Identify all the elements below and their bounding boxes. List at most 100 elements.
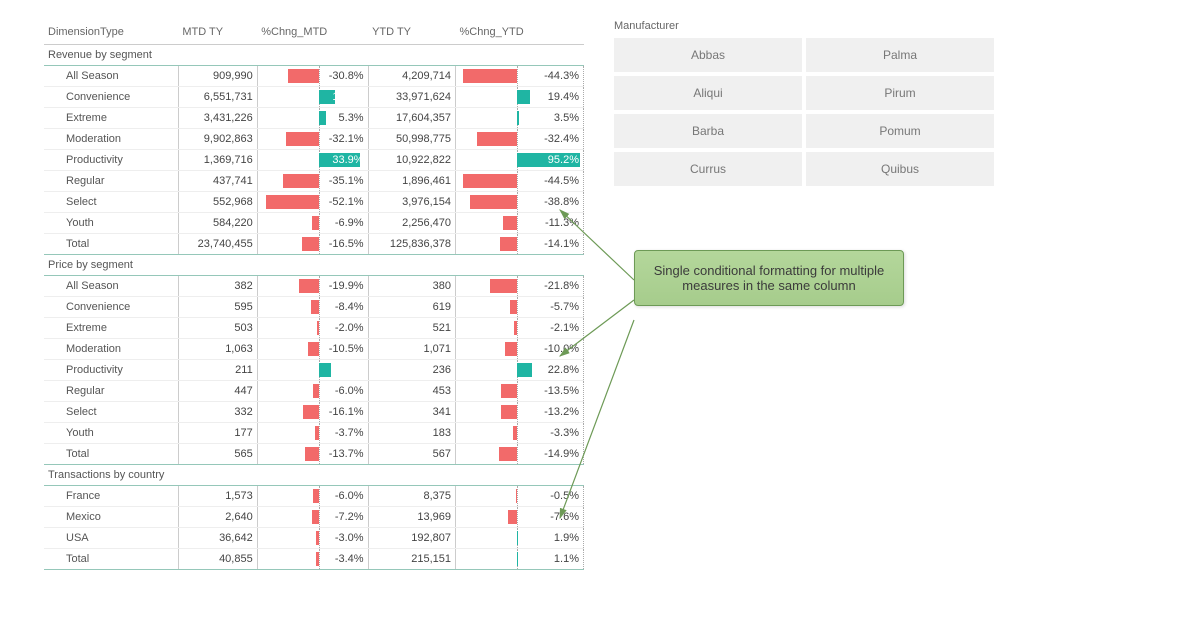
ytd-value: 380 (368, 276, 455, 297)
mtd-value: 36,642 (178, 528, 257, 549)
mtd-value: 1,063 (178, 339, 257, 360)
pct-bar-cell: -44.3% (456, 66, 584, 87)
table-row[interactable]: Youth584,220-6.9%2,256,470-11.3% (44, 213, 584, 234)
section-header-row[interactable]: Revenue by segment (44, 45, 584, 66)
pct-bar-cell: 95.2% (456, 150, 584, 171)
row-label: Youth (44, 213, 178, 234)
slicer-item[interactable]: Palma (806, 38, 994, 72)
table-row[interactable]: Total40,855-3.4%215,1511.1% (44, 549, 584, 570)
ytd-value: 1,071 (368, 339, 455, 360)
table-row[interactable]: Extreme503-2.0%521-2.1% (44, 318, 584, 339)
ytd-value: 183 (368, 423, 455, 444)
table-row[interactable]: Total565-13.7%567-14.9% (44, 444, 584, 465)
ytd-value: 567 (368, 444, 455, 465)
pct-bar-cell: -14.1% (456, 234, 584, 255)
mtd-value: 177 (178, 423, 257, 444)
slicer-item[interactable]: Barba (614, 114, 802, 148)
section-title: Revenue by segment (44, 45, 584, 66)
row-label: Regular (44, 171, 178, 192)
row-label: Total (44, 444, 178, 465)
table-row[interactable]: Productivity1,369,71633.9%10,922,82295.2… (44, 150, 584, 171)
table-row[interactable]: Total23,740,455-16.5%125,836,378-14.1% (44, 234, 584, 255)
slicer-item[interactable]: Currus (614, 152, 802, 186)
ytd-value: 125,836,378 (368, 234, 455, 255)
ytd-value: 8,375 (368, 486, 455, 507)
table-row[interactable]: All Season382-19.9%380-21.8% (44, 276, 584, 297)
pct-bar-cell: -6.9% (257, 213, 368, 234)
mtd-value: 584,220 (178, 213, 257, 234)
ytd-value: 33,971,624 (368, 87, 455, 108)
slicer-item[interactable]: Quibus (806, 152, 994, 186)
table-row[interactable]: Moderation1,063-10.5%1,071-10.0% (44, 339, 584, 360)
row-label: Productivity (44, 150, 178, 171)
ytd-value: 4,209,714 (368, 66, 455, 87)
col-header[interactable]: %Chng_MTD (257, 20, 368, 45)
table-row[interactable]: France1,573-6.0%8,375-0.5% (44, 486, 584, 507)
table-row[interactable]: Extreme3,431,2265.3%17,604,3573.5% (44, 108, 584, 129)
ytd-value: 17,604,357 (368, 108, 455, 129)
table-row[interactable]: Productivity2119.8%23622.8% (44, 360, 584, 381)
mtd-value: 40,855 (178, 549, 257, 570)
table-row[interactable]: Regular447-6.0%453-13.5% (44, 381, 584, 402)
mtd-value: 2,640 (178, 507, 257, 528)
ytd-value: 50,998,775 (368, 129, 455, 150)
col-header[interactable]: MTD TY (178, 20, 257, 45)
section-header-row[interactable]: Transactions by country (44, 465, 584, 486)
slicer-item[interactable]: Abbas (614, 38, 802, 72)
ytd-value: 215,151 (368, 549, 455, 570)
row-label: Convenience (44, 297, 178, 318)
table-row[interactable]: Select552,968-52.1%3,976,154-38.8% (44, 192, 584, 213)
col-header[interactable]: DimensionType (44, 20, 178, 45)
pct-bar-cell: 3.5% (456, 108, 584, 129)
ytd-value: 3,976,154 (368, 192, 455, 213)
pct-bar-cell: -13.5% (456, 381, 584, 402)
col-header[interactable]: YTD TY (368, 20, 455, 45)
pct-bar-cell: -3.3% (456, 423, 584, 444)
mtd-value: 6,551,731 (178, 87, 257, 108)
pct-bar-cell: 13.2% (257, 87, 368, 108)
table-row[interactable]: Mexico2,640-7.2%13,969-7.6% (44, 507, 584, 528)
slicer-item[interactable]: Pomum (806, 114, 994, 148)
slicer-item[interactable]: Aliqui (614, 76, 802, 110)
section-title: Transactions by country (44, 465, 584, 486)
pct-bar-cell: 19.4% (456, 87, 584, 108)
row-label: Regular (44, 381, 178, 402)
mtd-value: 23,740,455 (178, 234, 257, 255)
pct-bar-cell: -32.1% (257, 129, 368, 150)
table-row[interactable]: Youth177-3.7%183-3.3% (44, 423, 584, 444)
row-label: Extreme (44, 108, 178, 129)
slicer-title: Manufacturer (614, 20, 1044, 32)
mtd-value: 565 (178, 444, 257, 465)
pct-bar-cell: 33.9% (257, 150, 368, 171)
row-label: All Season (44, 66, 178, 87)
pct-bar-cell: -6.0% (257, 486, 368, 507)
pct-bar-cell: -11.3% (456, 213, 584, 234)
matrix-visual[interactable]: DimensionTypeMTD TY%Chng_MTDYTD TY%Chng_… (44, 20, 584, 570)
mtd-value: 447 (178, 381, 257, 402)
table-row[interactable]: All Season909,990-30.8%4,209,714-44.3% (44, 66, 584, 87)
mtd-value: 909,990 (178, 66, 257, 87)
table-row[interactable]: Moderation9,902,863-32.1%50,998,775-32.4… (44, 129, 584, 150)
pct-bar-cell: -38.8% (456, 192, 584, 213)
row-label: Select (44, 192, 178, 213)
row-label: Select (44, 402, 178, 423)
row-label: Youth (44, 423, 178, 444)
pct-bar-cell: -2.0% (257, 318, 368, 339)
pct-bar-cell: -2.1% (456, 318, 584, 339)
slicer-item[interactable]: Pirum (806, 76, 994, 110)
col-header[interactable]: %Chng_YTD (456, 20, 584, 45)
table-row[interactable]: Select332-16.1%341-13.2% (44, 402, 584, 423)
section-header-row[interactable]: Price by segment (44, 255, 584, 276)
table-row[interactable]: Convenience6,551,73113.2%33,971,62419.4% (44, 87, 584, 108)
pct-bar-cell: -16.1% (257, 402, 368, 423)
ytd-value: 2,256,470 (368, 213, 455, 234)
row-label: USA (44, 528, 178, 549)
table-row[interactable]: USA36,642-3.0%192,8071.9% (44, 528, 584, 549)
mtd-value: 3,431,226 (178, 108, 257, 129)
pct-bar-cell: -6.0% (257, 381, 368, 402)
ytd-value: 236 (368, 360, 455, 381)
table-row[interactable]: Regular437,741-35.1%1,896,461-44.5% (44, 171, 584, 192)
table-row[interactable]: Convenience595-8.4%619-5.7% (44, 297, 584, 318)
pct-bar-cell: -0.5% (456, 486, 584, 507)
manufacturer-slicer[interactable]: AbbasPalmaAliquiPirumBarbaPomumCurrusQui… (614, 38, 994, 186)
